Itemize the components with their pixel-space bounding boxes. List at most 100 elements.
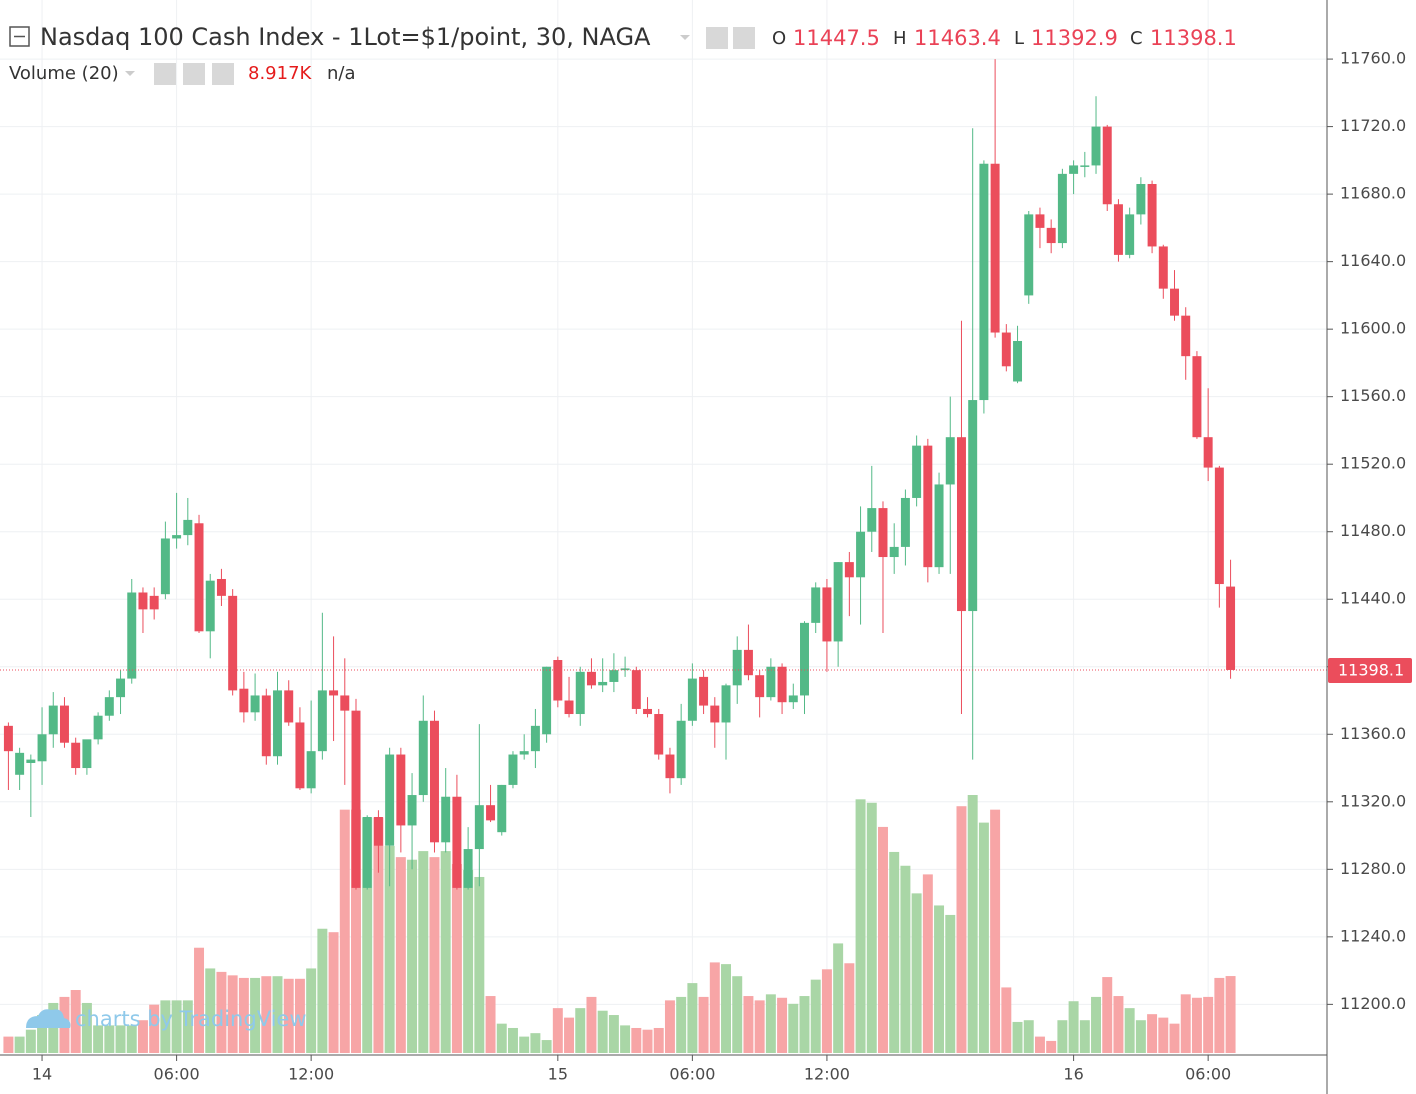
candle-body (900, 497, 910, 547)
dropdown-arrow[interactable] (680, 35, 690, 40)
volume-bar (575, 1008, 586, 1053)
candle-body (116, 678, 126, 698)
dropdown-arrow[interactable] (125, 71, 135, 76)
volume-bar (227, 975, 238, 1053)
candle-body (329, 690, 339, 696)
volume-bar (889, 851, 900, 1053)
candle-body (239, 688, 249, 713)
volume-bar (171, 1000, 182, 1053)
candle-body (138, 592, 148, 610)
volume-bar (362, 817, 373, 1053)
volume-bar (1180, 994, 1191, 1053)
y-tick-label: 11480.0 (1340, 521, 1406, 540)
open-label: O (772, 28, 786, 49)
volume-bar (765, 994, 776, 1053)
volume-bar (440, 851, 451, 1053)
candle-body (968, 400, 978, 612)
volume-bar (384, 845, 395, 1053)
candle-body (665, 754, 675, 779)
volume-bar (1068, 1001, 1079, 1053)
volume-bar (967, 795, 978, 1053)
volume-bar (754, 1000, 765, 1053)
volume-bar (978, 822, 989, 1053)
last-price-tag (1328, 657, 1412, 683)
y-tick-label: 11680.0 (1340, 184, 1406, 203)
axes: 11200.011240.011280.011320.011360.011400… (32, 49, 1412, 1084)
watermark: charts by TradingView (75, 1007, 307, 1031)
volume-bar (317, 928, 328, 1053)
candle-body (1013, 340, 1023, 382)
candle-body (1181, 315, 1191, 357)
candle-body (811, 587, 821, 623)
candle-body (1091, 126, 1101, 166)
candle-body (474, 805, 484, 850)
candle-body (429, 720, 439, 843)
volume-bar (922, 874, 933, 1053)
volume-bar (451, 864, 462, 1053)
candle-body (183, 519, 193, 536)
visibility-button[interactable] (706, 27, 728, 49)
candle-body (519, 751, 529, 755)
volume-bar (1034, 1036, 1045, 1053)
volume-label: Volume (20) (9, 63, 119, 84)
volume-bar (3, 1036, 14, 1053)
x-tick-label: 06:00 (154, 1065, 200, 1084)
volume-bar (519, 1036, 530, 1053)
volume-bar (418, 851, 429, 1053)
low-value: 11392.9 (1031, 26, 1118, 50)
volume-bar (721, 964, 731, 1053)
volume-bar (1001, 987, 1012, 1053)
y-tick-label: 11720.0 (1340, 116, 1406, 135)
candle-body (82, 739, 92, 769)
volume-bar (272, 976, 283, 1053)
candle-body (743, 649, 753, 676)
candle-body (867, 508, 877, 532)
candle-body (93, 715, 103, 740)
candle-body (654, 714, 664, 755)
volume-bar (1012, 1021, 1023, 1053)
y-tick-label: 11440.0 (1340, 589, 1406, 608)
volume-bar (1169, 1023, 1180, 1053)
candle-body (306, 751, 316, 789)
volume-bar (160, 1000, 171, 1053)
y-tick-label: 11520.0 (1340, 454, 1406, 473)
volume-bar (104, 1025, 115, 1053)
candle-body (1158, 246, 1168, 289)
volume-bar (339, 809, 350, 1053)
candle-body (396, 754, 406, 826)
last-price-label: 11398.1 (1338, 660, 1404, 679)
volume-bar (463, 870, 474, 1053)
volume-ma: n/a (327, 63, 356, 84)
volume-bar (205, 968, 216, 1053)
remove-button[interactable] (212, 63, 234, 85)
candle-body (710, 705, 720, 723)
candle-body (261, 695, 271, 757)
candles (0, 59, 1327, 890)
candle-body (317, 690, 327, 752)
volume-bar (732, 976, 743, 1053)
x-tick-label: 16 (1063, 1065, 1083, 1084)
candle-body (172, 535, 182, 539)
candle-body (1057, 173, 1067, 244)
visibility-button[interactable] (154, 63, 176, 85)
settings-button[interactable] (733, 27, 755, 49)
settings-button[interactable] (183, 63, 205, 85)
volume-bar (351, 809, 361, 1053)
volume-bar (407, 859, 418, 1053)
volume-bar (328, 932, 339, 1053)
volume-bar (664, 1000, 675, 1053)
x-tick-label: 12:00 (804, 1065, 850, 1084)
candle-body (1136, 183, 1146, 215)
volume-bar (552, 1008, 563, 1053)
candle-body (1035, 214, 1045, 228)
candle-body (575, 671, 585, 715)
candle-body (586, 671, 596, 686)
collapse-button[interactable] (9, 26, 30, 47)
candle-body (631, 670, 641, 709)
volume-bar (799, 996, 810, 1053)
candle-body (766, 666, 776, 698)
volume-bar (709, 962, 720, 1053)
volume-bar (1191, 997, 1202, 1053)
candle-body (351, 710, 361, 888)
